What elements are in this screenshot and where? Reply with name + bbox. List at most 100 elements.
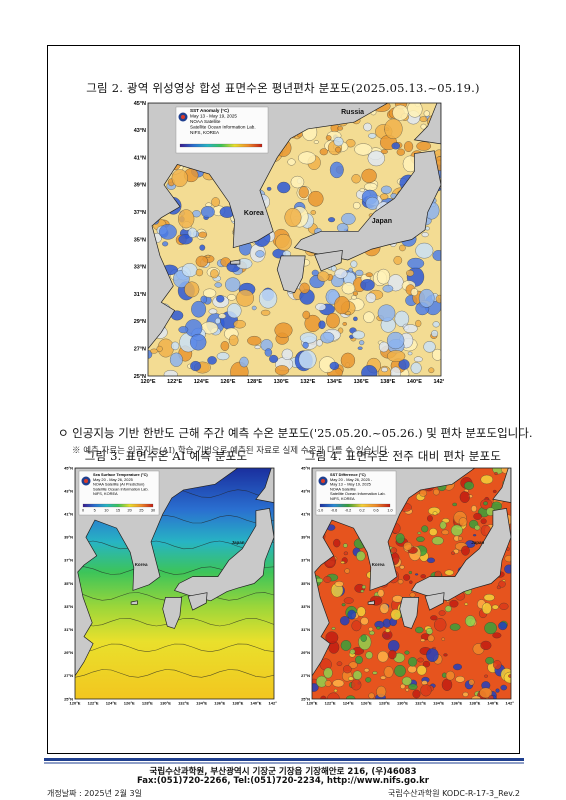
sea-pattern [355,269,364,276]
sea-pattern [350,260,358,268]
lon-tick-label: 120°E [140,379,155,385]
sea-pattern [302,310,311,320]
sea-pattern [344,568,350,574]
sea-pattern [372,671,378,675]
land [314,249,343,272]
sea-pattern [408,657,418,667]
sea-pattern [335,146,341,153]
sea-pattern [171,169,188,187]
sea-pattern [205,254,211,258]
sea-pattern [365,272,373,278]
footer-address: 국립수산과학원, 부산광역시 기장군 기장읍 기장해안로 216, (우)460… [149,767,417,777]
sea-pattern [488,695,494,699]
legend-line: NIFS, KOREA [93,491,118,496]
lon-tick-label: 120°E [307,701,318,706]
sea-pattern [236,289,254,307]
sea-pattern [407,351,413,356]
sea-pattern [465,615,476,627]
legend-line: NOAA Satellite [190,119,221,124]
sea-pattern [348,676,354,681]
sea-pattern [407,665,417,674]
legend-line: NOAA Satellite (AI Prediction) [93,482,145,487]
sea-pattern [452,502,457,507]
sea-pattern [385,628,391,633]
sea-pattern [203,288,217,298]
lon-tick-label: 142°E [269,701,277,706]
lon-tick-label: 132°E [415,701,426,706]
sea-pattern [225,277,241,292]
sea-pattern [396,148,405,156]
sea-pattern [323,667,333,679]
sea-pattern [483,594,495,601]
sea-pattern [359,188,365,193]
sea-pattern [387,350,406,362]
land [424,592,445,611]
sea-pattern [218,313,227,319]
sea-pattern [255,250,265,258]
sea-pattern [408,683,418,690]
sea-pattern [299,282,310,294]
lon-tick-label: 126°E [220,379,235,385]
sea-pattern [394,310,410,327]
sea-pattern [347,609,357,620]
sea-pattern [410,362,422,374]
colorbar-label: 25 [139,509,143,513]
sea-pattern [409,592,416,598]
sea-pattern [431,348,441,361]
sea-pattern [298,350,317,369]
colorbar-label: 30 [151,509,155,513]
sea-pattern [334,296,350,315]
sea-pattern [434,618,447,632]
legend-line: NOAA Satellite [330,486,356,491]
sea-pattern [220,341,230,351]
legend-line: Satellite Ocean Information Lab. [330,491,386,496]
sea-pattern [435,294,441,304]
sea-pattern [416,141,431,151]
sea-pattern [259,288,278,309]
lat-tick-label: 25°N [64,696,73,701]
sea-pattern [421,525,429,533]
place-label: Korea [135,562,148,567]
lon-tick-label: 124°E [194,379,209,385]
sea-pattern [302,341,309,349]
map-border [74,467,275,700]
sea-pattern [363,311,375,323]
map-border [311,467,512,700]
sea-pattern [343,551,348,556]
sea-pattern [356,606,366,617]
lon-tick-label: 142°E [433,379,444,385]
land [410,507,511,602]
lat-tick-label: 45°N [134,101,146,107]
isotherm [75,643,274,653]
content-frame [47,45,520,754]
sea-pattern [449,623,461,631]
sea-pattern [420,684,432,697]
sea-pattern [357,346,363,350]
sea-pattern [342,322,347,326]
land [492,468,511,503]
sea-pattern [492,489,497,493]
sea-pattern [336,661,343,667]
lon-tick-label: 138°E [232,701,243,706]
sea-pattern [391,142,401,150]
lat-tick-label: 39°N [134,183,146,189]
sea-pattern [360,617,369,626]
sea-pattern [365,651,373,660]
sea-pattern [433,488,440,496]
sea-pattern [308,190,324,207]
sea-pattern [329,161,344,179]
sea-pattern [498,580,506,588]
lon-tick-label: 134°E [196,701,207,706]
sea-pattern [277,181,291,194]
sea-pattern [368,692,375,699]
sea-pattern [395,533,405,544]
sea-pattern [365,196,380,210]
sea-pattern [445,670,455,681]
sea-pattern [365,677,372,683]
sea-pattern [462,691,469,697]
sea-pattern [453,663,462,671]
lon-tick-label: 136°E [354,379,369,385]
sea-pattern [417,531,422,535]
colorbar [319,503,391,508]
logo-mark [321,479,325,483]
